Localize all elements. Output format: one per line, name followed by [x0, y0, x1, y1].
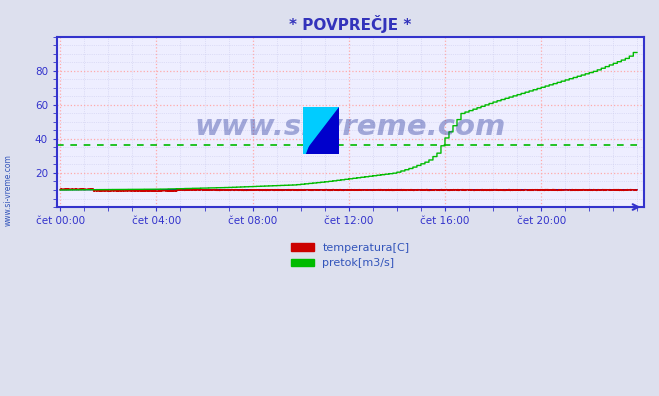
Text: www.si-vreme.com: www.si-vreme.com — [195, 113, 506, 141]
Text: www.si-vreme.com: www.si-vreme.com — [3, 154, 13, 226]
Title: * POVPREČJE *: * POVPREČJE * — [289, 15, 412, 33]
Polygon shape — [301, 107, 323, 154]
Polygon shape — [303, 107, 339, 154]
Legend: temperatura[C], pretok[m3/s]: temperatura[C], pretok[m3/s] — [287, 238, 414, 273]
Polygon shape — [303, 107, 339, 154]
